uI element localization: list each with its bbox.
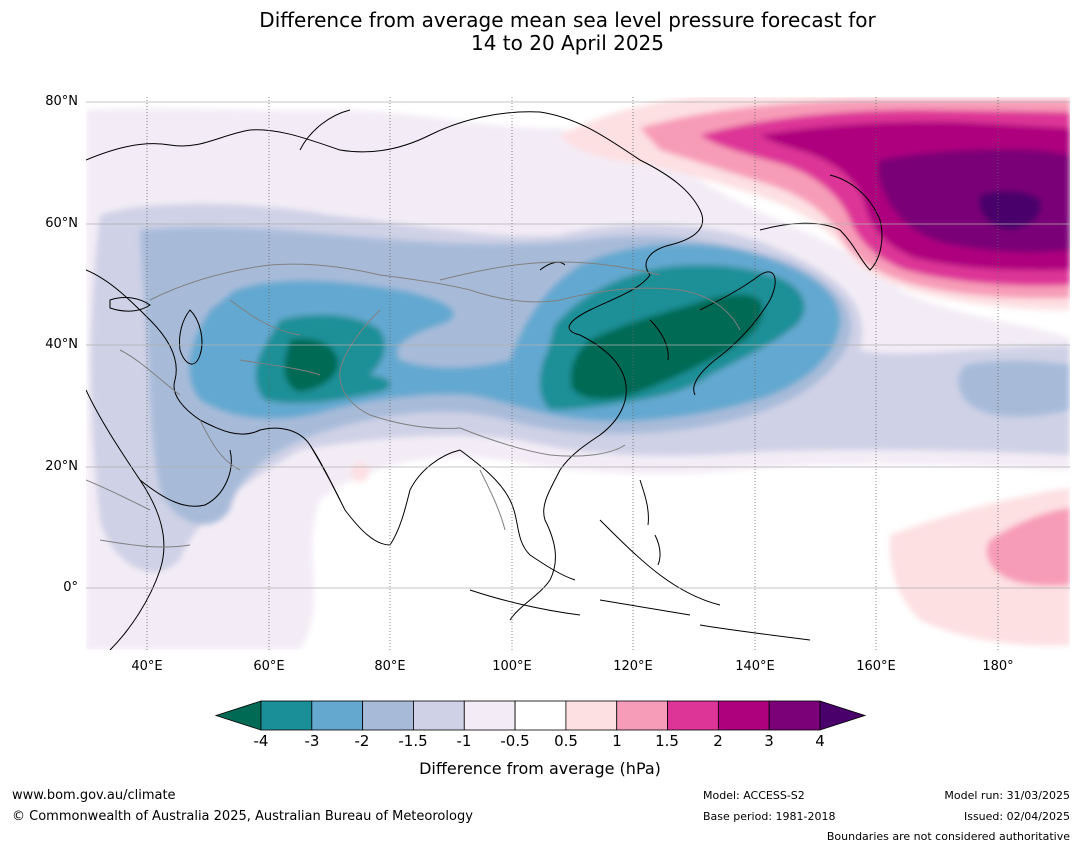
colorbar-tick-label: 0.5 <box>554 732 578 750</box>
colorbar-segment <box>616 700 668 731</box>
border-africa <box>86 479 191 548</box>
map-title: Difference from average mean sea level p… <box>0 9 1081 55</box>
colorbar-extend-high <box>819 700 867 731</box>
website-link[interactable]: www.bom.gov.au/climate <box>12 788 176 803</box>
colorbar-segment <box>768 700 821 731</box>
issued-info: Issued: 02/04/2025 <box>963 810 1070 823</box>
border-china-west <box>339 309 461 429</box>
lat-label-0: 0° <box>63 580 78 595</box>
coastline-black-sea <box>109 297 151 312</box>
border-southeast-asia <box>479 469 506 531</box>
lon-label-140e: 140°E <box>735 659 775 674</box>
colorbar-tick-label: 1.5 <box>655 732 679 750</box>
border-china-north <box>469 287 741 331</box>
title-line-1: Difference from average mean sea level p… <box>259 8 876 32</box>
colorbar-tick-label: -3 <box>304 732 320 750</box>
anomaly-minus-1.5-pacific <box>958 360 1070 417</box>
lat-label-80n: 80°N <box>45 94 78 109</box>
colorbar-segment <box>463 700 516 731</box>
coastlines <box>86 109 883 650</box>
model-info: Model: ACCESS-S2 <box>703 789 805 802</box>
border-central-asia <box>229 299 321 376</box>
colorbar-segment <box>667 700 719 731</box>
anomaly-plus-1-pacific <box>986 508 1070 587</box>
lon-label-180: 180° <box>982 659 1014 674</box>
model-run-info: Model run: 31/03/2025 <box>944 789 1070 802</box>
colorbar-tick-label: -4 <box>253 732 269 750</box>
colorbar-segment <box>413 700 465 731</box>
coastline-east-asia <box>509 334 627 621</box>
lon-label-80e: 80°E <box>374 659 406 674</box>
coastline-indonesia <box>469 589 811 641</box>
lat-label-20n: 20°N <box>45 459 78 474</box>
colorbar-tick-label: 1 <box>612 732 622 750</box>
lon-label-120e: 120°E <box>613 659 653 674</box>
colorbar-tick-label: 4 <box>815 732 825 750</box>
colorbar-segment <box>565 700 618 731</box>
colorbar-segment <box>514 700 567 731</box>
lon-label-40e: 40°E <box>131 659 163 674</box>
copyright-text: © Commonwealth of Australia 2025, Austra… <box>12 809 473 824</box>
lon-label-60e: 60°E <box>253 659 285 674</box>
colorbar-tick-label: -0.5 <box>500 732 530 750</box>
coastline-caspian-sea <box>179 309 203 365</box>
colorbar-title: Difference from average (hPa) <box>419 759 661 778</box>
border-russia-kazakhstan <box>149 263 471 301</box>
boundaries-note: Boundaries are not considered authoritat… <box>826 830 1070 843</box>
lon-label-160e: 160°E <box>856 659 896 674</box>
graticule <box>86 97 1070 650</box>
anomaly-plus-0.5-india <box>351 462 369 482</box>
colorbar-extend-low <box>214 700 262 731</box>
colorbar-tick-label: 3 <box>764 732 774 750</box>
border-mongolia <box>439 261 661 281</box>
anomaly-minus-4-region <box>284 338 339 392</box>
colorbar-tick-label: 2 <box>713 732 723 750</box>
lon-label-100e: 100°E <box>492 659 532 674</box>
colorbar-segment <box>362 700 414 731</box>
colorbar-segment <box>717 700 770 731</box>
longitude-lines <box>146 97 999 650</box>
title-line-2: 14 to 20 April 2025 <box>470 31 665 55</box>
coastline-arctic-europe-asia <box>86 111 704 336</box>
base-period-info: Base period: 1981-2018 <box>703 810 836 823</box>
coastline-philippines <box>639 479 661 566</box>
coastline-lake-baikal <box>539 261 566 271</box>
coastline-southeast-asia <box>459 449 721 606</box>
coastline-korea-japan <box>649 271 776 396</box>
coastline-novaya-zemlya <box>299 109 351 151</box>
lat-label-40n: 40°N <box>45 337 78 352</box>
pressure-anomaly-field <box>86 97 1070 650</box>
border-china-south <box>459 427 626 457</box>
colorbar-segment <box>311 700 364 731</box>
latitude-lines <box>86 101 1070 589</box>
coastline-arabia-africa <box>86 389 232 650</box>
country-borders <box>86 261 741 548</box>
lat-label-60n: 60°N <box>45 216 78 231</box>
colorbar-segment <box>260 700 313 731</box>
anomaly-plus-4-region <box>979 190 1041 230</box>
colorbar-tick-label: -2 <box>354 732 370 750</box>
coastline-kamchatka <box>759 174 883 271</box>
colorbar-tick-label: -1.5 <box>398 732 428 750</box>
coastline-middle-east <box>86 269 341 501</box>
colorbar <box>214 700 867 731</box>
colorbar-tick-label: -1 <box>456 732 472 750</box>
